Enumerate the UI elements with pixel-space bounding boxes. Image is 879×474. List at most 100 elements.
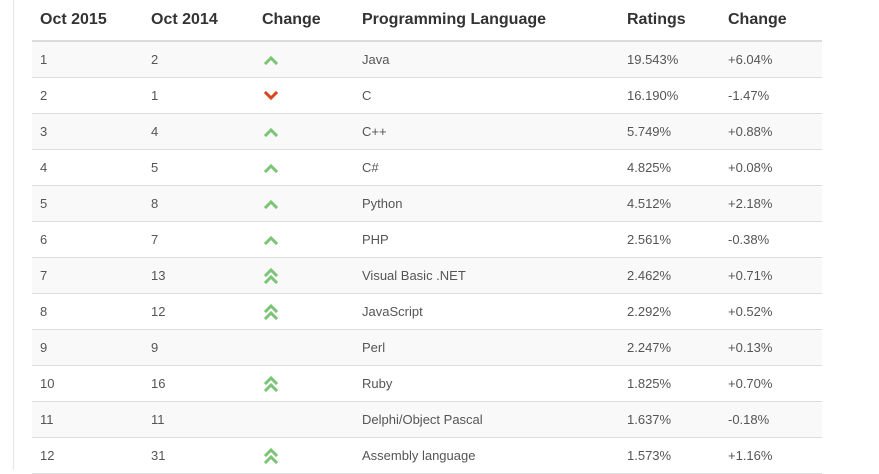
header-ratings: Ratings [619, 0, 720, 42]
trend-cell [254, 185, 354, 222]
trend-cell [254, 77, 354, 114]
rating-change-cell: +0.71% [720, 257, 822, 294]
trend-cell [254, 149, 354, 186]
rating-cell: 1.637% [619, 401, 720, 438]
table-row: 9 9 Perl 2.247% +0.13% [32, 329, 822, 366]
header-rank-change: Change [254, 0, 354, 42]
double-arrow-up-icon [264, 267, 278, 284]
trend-cell [254, 113, 354, 150]
double-arrow-up-icon [264, 303, 278, 320]
rating-change-cell: +2.18% [720, 185, 822, 222]
trend-cell [254, 329, 354, 366]
table-row: 1 2 Java 19.543% +6.04% [32, 41, 822, 78]
rank-oct-2015-cell: 12 [32, 437, 143, 474]
table-row: 6 7 PHP 2.561% -0.38% [32, 221, 822, 258]
trend-cell [254, 293, 354, 330]
header-oct-2014: Oct 2014 [143, 0, 254, 42]
table-row: 11 11 Delphi/Object Pascal 1.637% -0.18% [32, 401, 822, 438]
trend-cell [254, 257, 354, 294]
rank-oct-2014-cell: 5 [143, 149, 254, 186]
table-row: 8 12 JavaScript 2.292% +0.52% [32, 293, 822, 330]
rating-change-cell: +0.70% [720, 365, 822, 402]
language-cell: Assembly language [354, 437, 619, 474]
rating-change-cell: +6.04% [720, 41, 822, 78]
table-row: 3 4 C++ 5.749% +0.88% [32, 113, 822, 150]
language-cell: Ruby [354, 365, 619, 402]
rating-change-cell: +0.13% [720, 329, 822, 366]
rating-change-cell: -0.38% [720, 221, 822, 258]
rank-oct-2015-cell: 9 [32, 329, 143, 366]
rating-change-cell: +0.08% [720, 149, 822, 186]
rating-cell: 1.573% [619, 437, 720, 474]
rank-oct-2014-cell: 31 [143, 437, 254, 474]
arrow-up-icon [264, 163, 278, 173]
rank-oct-2015-cell: 2 [32, 77, 143, 114]
rank-oct-2015-cell: 8 [32, 293, 143, 330]
table-header: Oct 2015 Oct 2014 Change Programming Lan… [32, 0, 822, 42]
language-cell: C [354, 77, 619, 114]
tiobe-ranking-table: Oct 2015 Oct 2014 Change Programming Lan… [32, 0, 822, 474]
header-programming-language: Programming Language [354, 0, 619, 42]
rank-oct-2014-cell: 9 [143, 329, 254, 366]
language-cell: Visual Basic .NET [354, 257, 619, 294]
rating-change-cell: -1.47% [720, 77, 822, 114]
language-cell: Python [354, 185, 619, 222]
table-row: 7 13 Visual Basic .NET 2.462% +0.71% [32, 257, 822, 294]
rank-oct-2014-cell: 8 [143, 185, 254, 222]
arrow-up-icon [264, 127, 278, 137]
rank-oct-2014-cell: 11 [143, 401, 254, 438]
rating-cell: 16.190% [619, 77, 720, 114]
rank-oct-2015-cell: 1 [32, 41, 143, 78]
rank-oct-2014-cell: 13 [143, 257, 254, 294]
table-row: 10 16 Ruby 1.825% +0.70% [32, 365, 822, 402]
trend-cell [254, 221, 354, 258]
table-row: 5 8 Python 4.512% +2.18% [32, 185, 822, 222]
rank-oct-2014-cell: 7 [143, 221, 254, 258]
rank-oct-2014-cell: 16 [143, 365, 254, 402]
rating-cell: 2.561% [619, 221, 720, 258]
rating-cell: 2.247% [619, 329, 720, 366]
arrow-up-icon [264, 235, 278, 245]
rank-oct-2015-cell: 10 [32, 365, 143, 402]
rating-change-cell: +0.52% [720, 293, 822, 330]
rating-cell: 2.292% [619, 293, 720, 330]
rank-oct-2015-cell: 6 [32, 221, 143, 258]
language-cell: JavaScript [354, 293, 619, 330]
rank-oct-2015-cell: 11 [32, 401, 143, 438]
rating-change-cell: +0.88% [720, 113, 822, 150]
rank-oct-2015-cell: 3 [32, 113, 143, 150]
arrow-down-icon [264, 90, 278, 100]
rank-oct-2014-cell: 2 [143, 41, 254, 78]
rank-oct-2014-cell: 4 [143, 113, 254, 150]
table-row: 2 1 C 16.190% -1.47% [32, 77, 822, 114]
double-arrow-up-icon [264, 375, 278, 392]
language-cell: Perl [354, 329, 619, 366]
language-cell: Java [354, 41, 619, 78]
left-border-line [13, 0, 14, 470]
rating-cell: 2.462% [619, 257, 720, 294]
header-rating-change: Change [720, 0, 822, 42]
rating-cell: 19.543% [619, 41, 720, 78]
language-cell: C++ [354, 113, 619, 150]
rating-cell: 1.825% [619, 365, 720, 402]
table-body: 1 2 Java 19.543% +6.04% 2 1 C 16.190% -1.47% 3 4 C++… [32, 41, 822, 474]
rating-change-cell: +1.16% [720, 437, 822, 474]
language-cell: PHP [354, 221, 619, 258]
language-cell: Delphi/Object Pascal [354, 401, 619, 438]
rating-cell: 4.825% [619, 149, 720, 186]
rank-oct-2015-cell: 7 [32, 257, 143, 294]
trend-cell [254, 437, 354, 474]
language-cell: C# [354, 149, 619, 186]
rank-oct-2015-cell: 5 [32, 185, 143, 222]
trend-cell [254, 401, 354, 438]
rating-cell: 5.749% [619, 113, 720, 150]
trend-cell [254, 41, 354, 78]
rank-oct-2014-cell: 12 [143, 293, 254, 330]
rating-change-cell: -0.18% [720, 401, 822, 438]
rating-cell: 4.512% [619, 185, 720, 222]
trend-cell [254, 365, 354, 402]
arrow-up-icon [264, 199, 278, 209]
table-row: 12 31 Assembly language 1.573% +1.16% [32, 437, 822, 474]
header-row: Oct 2015 Oct 2014 Change Programming Lan… [32, 0, 822, 42]
rank-oct-2014-cell: 1 [143, 77, 254, 114]
